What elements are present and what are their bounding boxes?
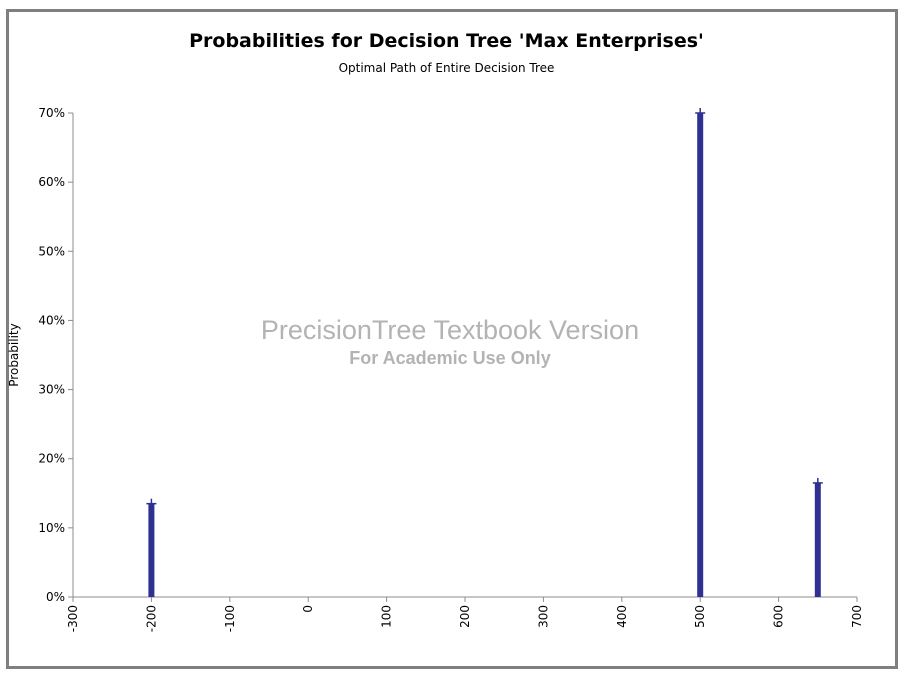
y-tick-label: 20%	[38, 452, 65, 466]
watermark: PrecisionTree Textbook Version For Acade…	[200, 315, 700, 369]
y-tick-label: 30%	[38, 383, 65, 397]
x-tick-label: 100	[380, 605, 394, 628]
x-tick-label: 0	[301, 605, 315, 613]
bar	[814, 482, 821, 597]
x-tick-label: -200	[144, 605, 158, 632]
chart-subtitle: Optimal Path of Entire Decision Tree	[338, 61, 555, 75]
bars	[146, 108, 823, 597]
y-axis-title: Probability	[7, 323, 21, 386]
chart-frame	[6, 9, 898, 669]
bar	[148, 503, 155, 597]
y-tick-label: 60%	[38, 175, 65, 189]
axes: 0% 10% 20% 30% 40% 50% 60% 70% -300 -200 -100 0 100 2…	[38, 106, 864, 632]
x-tick-label: 300	[536, 605, 550, 628]
x-tick-label: 200	[458, 605, 472, 628]
x-tick-label: -100	[223, 605, 237, 632]
x-tick-label: 500	[693, 605, 707, 628]
y-tick-label: 40%	[38, 313, 65, 327]
watermark-subtitle: For Academic Use Only	[349, 348, 551, 368]
chart-title: Probabilities for Decision Tree 'Max Ent…	[189, 30, 704, 52]
y-axis-label-group: Probability	[7, 323, 21, 386]
x-tick-label: 600	[772, 605, 786, 628]
y-tick-label: 0%	[46, 590, 65, 604]
x-tick-label: 400	[615, 605, 629, 628]
x-tick-label: 700	[850, 605, 864, 628]
y-tick-label: 50%	[38, 244, 65, 258]
x-tick-label: -300	[66, 605, 80, 632]
watermark-title: PrecisionTree Textbook Version	[260, 315, 640, 345]
y-tick-label: 10%	[38, 521, 65, 535]
y-tick-label: 70%	[38, 106, 65, 120]
bar	[697, 113, 704, 597]
